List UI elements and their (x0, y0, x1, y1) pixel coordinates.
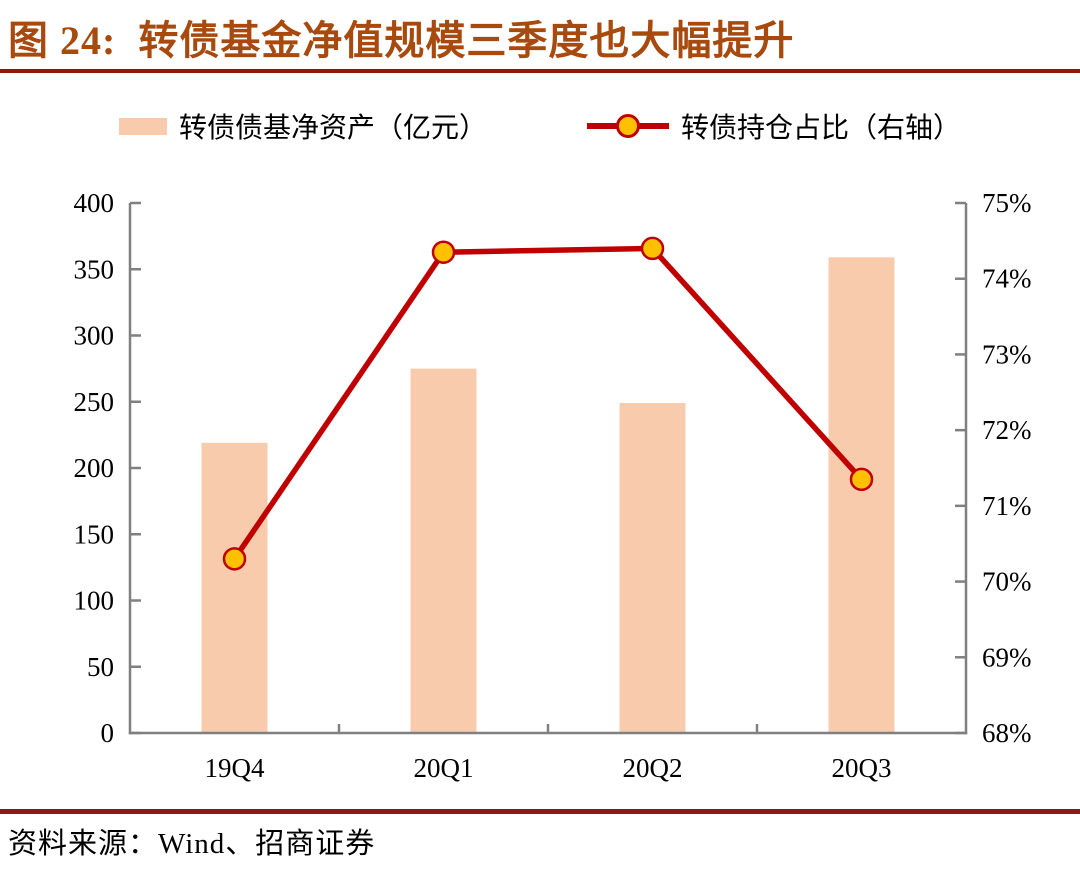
left-axis-label-300: 300 (74, 321, 115, 351)
title-divider-line (0, 69, 1080, 73)
bar-swatch-icon (118, 117, 167, 135)
left-axis-label-50: 50 (87, 652, 114, 682)
legend-label-line-series: 转债持仓占比（右轴） (681, 113, 962, 144)
left-axis-label-200: 200 (74, 453, 115, 483)
right-axis-label-73: 73% (982, 339, 1032, 369)
marker-19Q4 (222, 547, 247, 571)
right-axis-label-75: 75% (982, 188, 1032, 218)
bar-20Q1 (410, 368, 477, 733)
marker-20Q1 (431, 240, 456, 264)
line-series (231, 245, 865, 562)
left-axis-label-350: 350 (74, 254, 115, 284)
right-axis-label-68: 68% (982, 718, 1032, 748)
left-axis-label-150: 150 (74, 519, 115, 549)
bar-20Q2 (619, 403, 686, 733)
bar-20Q3 (828, 257, 895, 733)
right-axis-label-70: 70% (982, 567, 1032, 597)
x-axis-label-19Q4: 19Q4 (205, 753, 265, 783)
left-axis-label-100: 100 (74, 586, 115, 616)
bar-19Q4 (201, 442, 268, 733)
marker-20Q2 (640, 236, 665, 261)
legend-item-bar-series: 转债债基净资产（亿元） (118, 106, 487, 146)
right-axis-label-69: 69% (982, 642, 1032, 672)
chart-legend: 转债债基净资产（亿元） 转债持仓占比（右轴） (0, 106, 1080, 146)
marker-20Q3 (849, 467, 874, 492)
source-note: 资料来源：Wind、招商证券 (8, 828, 376, 860)
x-axis-label-20Q2: 20Q2 (623, 753, 683, 783)
legend-item-line-series: 转债持仓占比（右轴） (587, 106, 961, 146)
right-axis-label-74: 74% (982, 264, 1032, 294)
x-axis-label-20Q1: 20Q1 (414, 753, 474, 783)
right-axis-label-71: 71% (982, 491, 1032, 521)
left-axis-label-0: 0 (101, 718, 115, 748)
figure-title: 图 24: 转债基金净值规模三季度也大幅提升 (8, 18, 795, 63)
line-marker-swatch-icon (587, 114, 669, 138)
marker-dot-icon (616, 114, 640, 138)
right-axis-label-72: 72% (982, 415, 1032, 445)
figure-bottom-divider-line (0, 809, 1080, 814)
legend-label-bar-series: 转债债基净资产（亿元） (178, 113, 487, 144)
x-axis-label-20Q3: 20Q3 (832, 753, 892, 783)
left-axis-label-250: 250 (74, 387, 115, 417)
left-axis-label-400: 400 (74, 188, 115, 218)
